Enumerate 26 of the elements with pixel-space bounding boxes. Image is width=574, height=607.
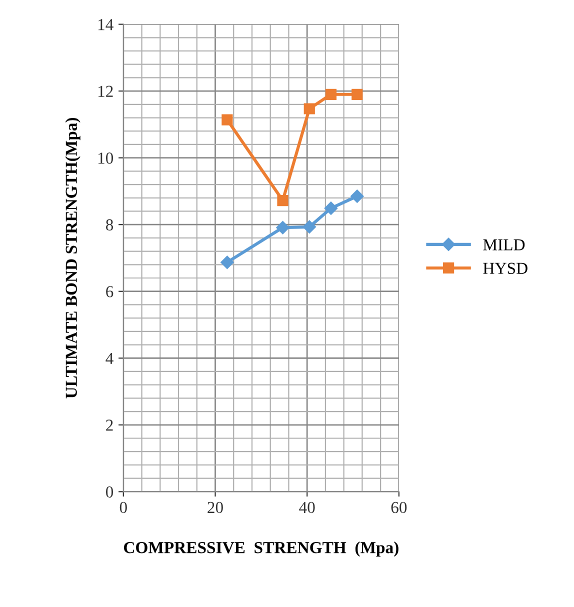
point bbox=[277, 194, 288, 206]
point bbox=[350, 190, 364, 203]
x-tick-label: 60 bbox=[391, 502, 407, 514]
point bbox=[220, 256, 234, 269]
point bbox=[304, 103, 315, 114]
y-tick-label: 8 bbox=[106, 219, 114, 231]
point bbox=[276, 221, 290, 234]
x-tick-label: 20 bbox=[208, 502, 223, 514]
x-axis-title: COMPRESSIVE STRENGTH (Mpa) bbox=[124, 542, 398, 557]
x-tick-label: 0 bbox=[120, 502, 127, 514]
y-tick-label: 12 bbox=[98, 86, 113, 97]
legend-label: HYSD bbox=[483, 262, 528, 274]
point bbox=[325, 88, 337, 100]
y-tick-label: 0 bbox=[106, 486, 114, 498]
point bbox=[324, 202, 338, 215]
y-tick-label: 10 bbox=[98, 152, 114, 164]
y-tick-label: 6 bbox=[106, 286, 114, 298]
legend-label: MILD bbox=[483, 239, 525, 250]
y-tick-label: 14 bbox=[98, 19, 114, 30]
point bbox=[352, 88, 363, 100]
y-tick-label: 2 bbox=[106, 420, 113, 431]
point bbox=[302, 220, 316, 234]
y-tick-label: 4 bbox=[106, 352, 114, 364]
x-tick-label: 40 bbox=[299, 502, 315, 514]
point bbox=[222, 114, 233, 126]
y-axis-title: ULTIMATE BOND STRENGTH(Mpa) bbox=[65, 118, 80, 398]
